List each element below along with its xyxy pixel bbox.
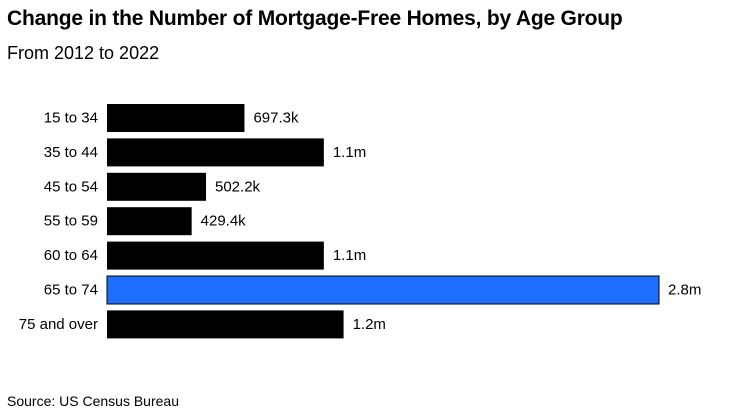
category-label: 45 to 54	[44, 178, 98, 195]
bar-highlighted	[106, 275, 660, 305]
value-label: 502.2k	[215, 178, 261, 195]
chart-subtitle: From 2012 to 2022	[7, 43, 160, 63]
bar	[107, 138, 324, 167]
category-label: 75 and over	[19, 316, 98, 333]
category-label: 35 to 44	[44, 144, 98, 161]
category-label: 60 to 64	[44, 247, 98, 264]
value-label: 2.8m	[668, 282, 701, 299]
bar	[107, 104, 245, 132]
value-label: 1.1m	[333, 144, 366, 161]
value-label: 697.3k	[253, 110, 299, 127]
source-note: Source: US Census Bureau	[7, 393, 179, 409]
value-label: 1.2m	[353, 316, 386, 333]
value-label: 429.4k	[201, 213, 247, 230]
category-label: 65 to 74	[44, 282, 98, 299]
bar	[107, 172, 207, 201]
chart-title: Change in the Number of Mortgage-Free Ho…	[7, 7, 623, 30]
bar	[107, 207, 192, 236]
category-label: 15 to 34	[44, 110, 98, 127]
bar	[107, 310, 344, 339]
bar	[107, 241, 324, 270]
value-label: 1.1m	[333, 247, 366, 264]
bars-group: 15 to 34 697.3k 35 to 44 1.1m 45 to 54 502.2k…	[19, 104, 701, 339]
category-label: 55 to 59	[44, 213, 98, 230]
